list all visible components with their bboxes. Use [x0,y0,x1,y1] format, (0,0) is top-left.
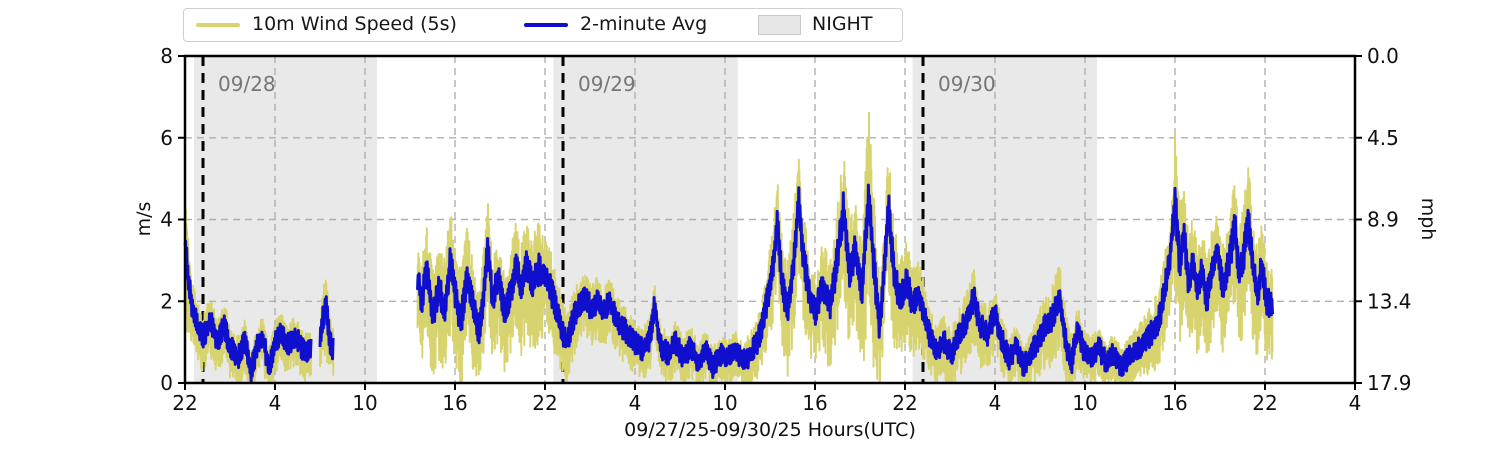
left-axis-label: m/s [133,201,155,237]
date-annotation-0928: 09/28 [218,72,276,96]
left-tick-label: 8 [160,44,173,68]
legend-label-night: NIGHT [812,13,873,35]
x-tick-label: 4 [269,391,282,415]
legend-label-raw: 10m Wind Speed (5s) [252,13,457,35]
x-axis-label: 09/27/25-09/30/25 Hours(UTC) [624,419,916,441]
x-tick-label: 16 [802,391,827,415]
x-tick-label: 4 [989,391,1002,415]
right-tick-label: 13.4 [1367,289,1412,313]
date-annotation-0930: 09/30 [938,72,996,96]
x-tick-label: 22 [1252,391,1277,415]
left-tick-label: 0 [160,371,173,395]
x-tick-label: 4 [1349,391,1362,415]
x-tick-label: 10 [712,391,737,415]
x-tick-label: 22 [532,391,557,415]
x-tick-label: 16 [442,391,467,415]
avg-series-swatch-icon [524,23,568,27]
date-annotation-0929: 09/29 [578,72,636,96]
x-tick-label: 4 [629,391,642,415]
avg-wind-series [183,183,1274,384]
x-tick-label: 10 [1072,391,1097,415]
x-tick-label: 16 [1162,391,1187,415]
raw-series-swatch-icon [196,23,240,27]
right-axis-label: mph [1417,197,1439,241]
left-tick-label: 4 [160,208,173,232]
right-tick-label: 8.9 [1367,208,1399,232]
x-tick-label: 22 [892,391,917,415]
right-tick-label: 17.9 [1367,371,1412,395]
right-tick-label: 0.0 [1367,44,1399,68]
left-tick-label: 6 [160,126,173,150]
night-swatch-icon [758,15,801,35]
legend-label-avg: 2-minute Avg [580,13,708,35]
x-tick-label: 22 [172,391,197,415]
right-tick-label: 4.5 [1367,126,1399,150]
left-tick-label: 2 [160,289,173,313]
x-tick-label: 10 [352,391,377,415]
